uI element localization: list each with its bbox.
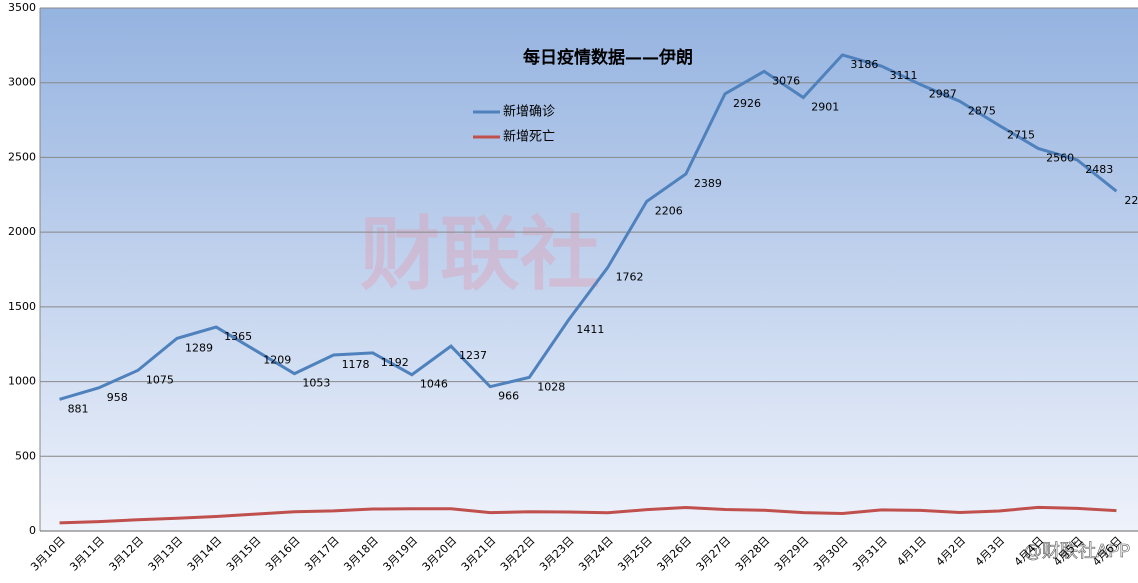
y-tick-label: 500: [15, 449, 36, 462]
x-tick-label: 3月10日: [28, 534, 68, 574]
data-label: 2483: [1085, 163, 1113, 176]
data-label: 2715: [1007, 128, 1035, 141]
data-label: 3186: [850, 58, 878, 71]
x-tick-label: 3月11日: [67, 534, 107, 574]
data-label: 1762: [616, 271, 644, 284]
data-label: 2901: [811, 101, 839, 114]
x-tick-label: 3月21日: [459, 534, 499, 574]
plot-area: [40, 8, 1138, 531]
data-label: 2875: [968, 104, 996, 117]
x-tick-label: 3月18日: [341, 534, 381, 574]
data-label: 1237: [459, 349, 487, 362]
y-tick-label: 1000: [8, 375, 36, 388]
x-tick-label: 3月17日: [302, 534, 342, 574]
watermark: 财联社: [360, 208, 600, 301]
x-tick-label: 3月12日: [107, 534, 147, 574]
data-label: 2560: [1046, 151, 1074, 164]
data-label: 2206: [655, 204, 683, 217]
data-label: 1075: [146, 373, 174, 386]
x-tick-label: 3月16日: [263, 534, 303, 574]
data-label: 1028: [537, 380, 565, 393]
data-label: 1209: [263, 353, 291, 366]
legend-label: 新增确诊: [503, 104, 555, 120]
data-label: 1365: [224, 330, 252, 343]
x-tick-label: 4月1日: [894, 534, 929, 569]
x-tick-label: 3月14日: [185, 534, 225, 574]
data-label: 1289: [185, 341, 213, 354]
data-label: 966: [498, 390, 519, 403]
data-label: 1046: [420, 378, 448, 391]
data-label: 958: [107, 391, 128, 404]
y-tick-label: 0: [29, 524, 36, 537]
x-tick-label: 4月2日: [933, 534, 968, 569]
x-tick-label: 3月29日: [772, 534, 812, 574]
y-tick-label: 3500: [8, 1, 36, 14]
data-label: 2987: [929, 88, 957, 101]
x-tick-label: 3月31日: [850, 534, 890, 574]
x-tick-label: 3月28日: [733, 534, 773, 574]
y-tick-label: 2000: [8, 225, 36, 238]
legend-label: 新增死亡: [503, 129, 555, 145]
x-tick-label: 3月15日: [224, 534, 264, 574]
x-tick-label: 3月27日: [694, 534, 734, 574]
x-tick-label: 3月25日: [615, 534, 655, 574]
y-tick-label: 1500: [8, 300, 36, 313]
x-tick-label: 3月26日: [655, 534, 695, 574]
x-tick-label: 3月23日: [537, 534, 577, 574]
data-label: 2389: [694, 177, 722, 190]
x-tick-label: 3月30日: [811, 534, 851, 574]
x-tick-label: 3月19日: [381, 534, 421, 574]
data-label: 1053: [302, 377, 330, 390]
data-label: 3111: [890, 69, 918, 82]
data-label: 2926: [733, 97, 761, 110]
chart-title: 每日疫情数据——伊朗: [523, 47, 693, 68]
data-label: 1192: [381, 356, 409, 369]
x-tick-label: 3月20日: [420, 534, 460, 574]
x-tick-label: 4月3日: [973, 534, 1008, 569]
data-label: 1178: [342, 358, 370, 371]
y-tick-label: 2500: [8, 150, 36, 163]
data-label: 3076: [772, 74, 800, 87]
x-tick-label: 3月24日: [576, 534, 616, 574]
data-label: 1411: [576, 323, 604, 336]
y-tick-label: 3000: [8, 76, 36, 89]
x-tick-label: 3月13日: [146, 534, 186, 574]
data-label: 2274: [1124, 194, 1138, 207]
data-label: 881: [68, 402, 89, 415]
credit: @财联社APP: [1024, 541, 1130, 562]
x-tick-label: 3月22日: [498, 534, 538, 574]
series-line: [59, 53, 1118, 401]
series-line: [59, 505, 1117, 525]
